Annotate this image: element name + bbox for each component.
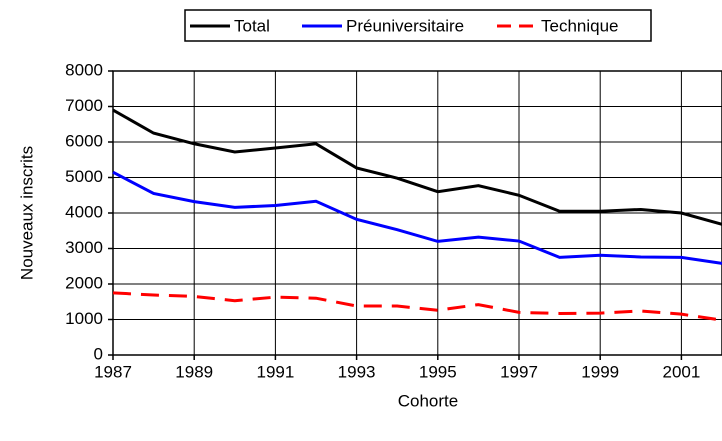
y-tick-label: 6000 (65, 131, 103, 150)
data-line (112, 108, 722, 226)
x-tick-label: 1991 (256, 362, 294, 381)
y-axis-label: Nouveaux inscrits (17, 146, 36, 280)
y-tick-label: 7000 (65, 96, 103, 115)
legend-label: Total (234, 16, 270, 35)
y-tick-label: 2000 (65, 273, 103, 292)
plot-border (112, 70, 722, 356)
y-tick-label: 3000 (65, 238, 103, 257)
legend-label: Préuniversitaire (346, 16, 464, 35)
y-tick-label: 1000 (65, 309, 103, 328)
x-axis-label: Cohorte (398, 391, 458, 410)
x-tick-label: 1993 (338, 362, 376, 381)
x-tick-label: 2001 (662, 362, 700, 381)
legend-label: Technique (541, 16, 619, 35)
x-tick-label: 1997 (500, 362, 538, 381)
x-tick-label: 1989 (175, 362, 213, 381)
data-line (112, 170, 722, 265)
y-tick-label: 0 (94, 344, 103, 363)
x-tick-label: 1999 (581, 362, 619, 381)
y-tick-label: 8000 (65, 60, 103, 79)
legend-box (184, 9, 652, 42)
x-tick-label: 1987 (94, 362, 132, 381)
y-tick-label: 4000 (65, 202, 103, 221)
y-tick-label: 5000 (65, 167, 103, 186)
data-line (112, 291, 722, 322)
x-tick-label: 1995 (419, 362, 457, 381)
